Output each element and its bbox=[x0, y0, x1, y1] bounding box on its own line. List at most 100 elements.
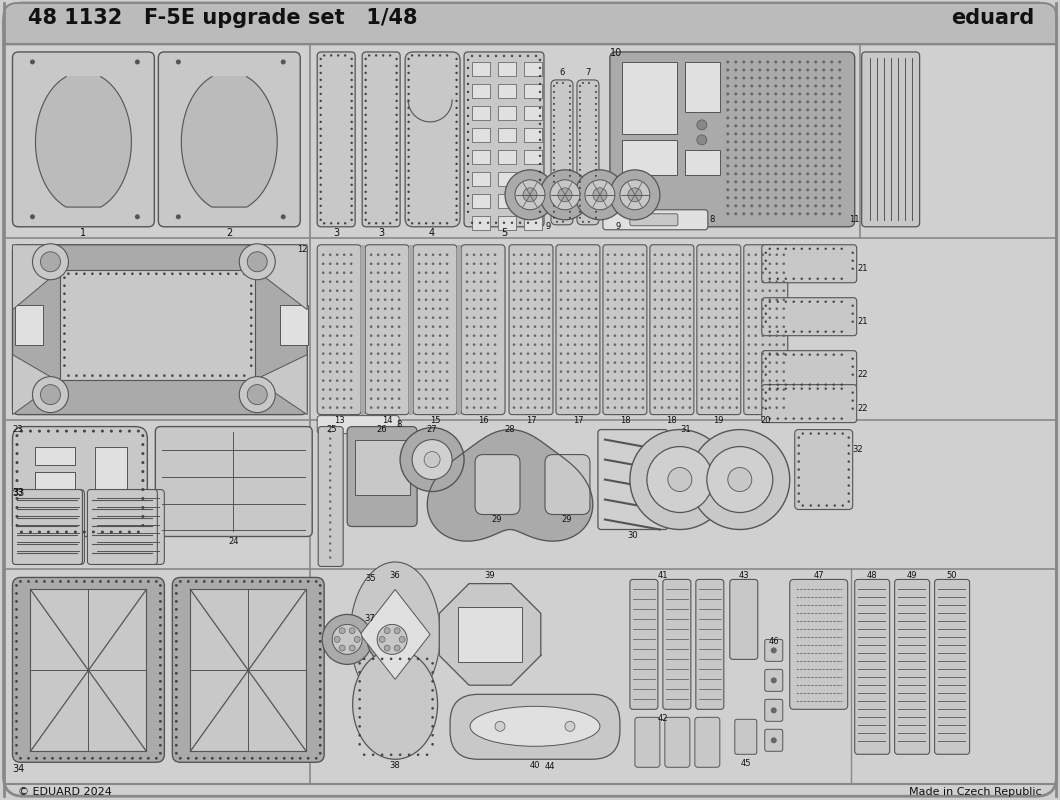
Circle shape bbox=[382, 54, 385, 57]
Circle shape bbox=[425, 362, 427, 364]
Circle shape bbox=[329, 430, 332, 433]
Circle shape bbox=[628, 406, 631, 409]
Text: 3: 3 bbox=[378, 228, 384, 238]
Circle shape bbox=[391, 406, 393, 409]
Circle shape bbox=[299, 757, 302, 760]
Circle shape bbox=[473, 406, 475, 409]
Circle shape bbox=[830, 93, 833, 95]
Circle shape bbox=[707, 352, 710, 355]
Circle shape bbox=[319, 162, 322, 165]
Circle shape bbox=[726, 101, 729, 103]
Circle shape bbox=[701, 307, 703, 310]
Bar bbox=[60, 270, 255, 380]
Circle shape bbox=[735, 93, 738, 95]
Circle shape bbox=[243, 273, 246, 275]
Circle shape bbox=[567, 362, 569, 364]
Circle shape bbox=[466, 186, 470, 189]
Circle shape bbox=[15, 648, 18, 650]
Circle shape bbox=[533, 290, 536, 292]
Circle shape bbox=[807, 101, 809, 103]
Circle shape bbox=[674, 398, 677, 400]
Circle shape bbox=[319, 142, 322, 144]
Circle shape bbox=[750, 108, 754, 111]
Circle shape bbox=[518, 54, 522, 57]
Circle shape bbox=[240, 377, 276, 413]
Circle shape bbox=[838, 164, 842, 167]
Circle shape bbox=[323, 222, 325, 225]
Circle shape bbox=[774, 93, 777, 95]
Circle shape bbox=[814, 77, 817, 79]
Circle shape bbox=[358, 734, 361, 737]
Circle shape bbox=[480, 326, 482, 328]
Circle shape bbox=[814, 164, 817, 167]
Circle shape bbox=[407, 121, 410, 123]
Circle shape bbox=[377, 406, 379, 409]
Circle shape bbox=[782, 398, 785, 400]
Circle shape bbox=[473, 254, 475, 256]
Circle shape bbox=[466, 162, 470, 165]
Circle shape bbox=[798, 196, 801, 199]
Text: 42: 42 bbox=[657, 714, 668, 723]
Circle shape bbox=[838, 101, 842, 103]
Circle shape bbox=[466, 154, 470, 157]
Circle shape bbox=[342, 334, 346, 337]
Circle shape bbox=[707, 334, 710, 337]
Circle shape bbox=[641, 271, 644, 274]
Circle shape bbox=[541, 326, 544, 328]
Circle shape bbox=[553, 181, 555, 183]
Circle shape bbox=[569, 145, 571, 147]
Circle shape bbox=[456, 121, 458, 123]
Circle shape bbox=[573, 343, 577, 346]
Circle shape bbox=[75, 757, 77, 760]
Circle shape bbox=[764, 391, 767, 394]
Circle shape bbox=[562, 82, 564, 84]
Circle shape bbox=[329, 507, 332, 510]
Circle shape bbox=[513, 262, 515, 265]
Circle shape bbox=[480, 362, 482, 364]
Circle shape bbox=[322, 406, 324, 409]
Ellipse shape bbox=[353, 650, 438, 759]
Circle shape bbox=[728, 379, 731, 382]
Circle shape bbox=[398, 254, 401, 256]
Circle shape bbox=[342, 379, 346, 382]
Circle shape bbox=[807, 124, 809, 127]
Circle shape bbox=[527, 352, 529, 355]
Circle shape bbox=[766, 124, 770, 127]
Circle shape bbox=[728, 398, 731, 400]
Circle shape bbox=[747, 307, 750, 310]
Polygon shape bbox=[360, 590, 430, 679]
Circle shape bbox=[365, 78, 367, 81]
Circle shape bbox=[726, 180, 729, 183]
Circle shape bbox=[243, 374, 246, 377]
Circle shape bbox=[707, 343, 710, 346]
Circle shape bbox=[64, 301, 66, 303]
Circle shape bbox=[74, 430, 77, 433]
Circle shape bbox=[187, 374, 190, 377]
Circle shape bbox=[350, 370, 353, 373]
FancyBboxPatch shape bbox=[551, 80, 573, 225]
Circle shape bbox=[654, 254, 656, 256]
Circle shape bbox=[587, 298, 590, 301]
FancyBboxPatch shape bbox=[173, 578, 324, 762]
Circle shape bbox=[538, 194, 542, 197]
Circle shape bbox=[628, 398, 631, 400]
Circle shape bbox=[800, 418, 802, 420]
Circle shape bbox=[814, 116, 817, 119]
Circle shape bbox=[15, 608, 18, 611]
Circle shape bbox=[606, 254, 609, 256]
Circle shape bbox=[75, 374, 77, 377]
Circle shape bbox=[635, 290, 637, 292]
Circle shape bbox=[418, 54, 421, 57]
Circle shape bbox=[620, 406, 623, 409]
Text: 10: 10 bbox=[610, 48, 622, 58]
Circle shape bbox=[418, 343, 421, 346]
Circle shape bbox=[494, 370, 496, 373]
Circle shape bbox=[329, 388, 332, 391]
Circle shape bbox=[641, 388, 644, 391]
Circle shape bbox=[553, 157, 555, 159]
Circle shape bbox=[553, 151, 555, 153]
Circle shape bbox=[513, 352, 515, 355]
Circle shape bbox=[175, 720, 178, 722]
Text: Made in Czech Republic: Made in Czech Republic bbox=[908, 787, 1042, 798]
Circle shape bbox=[384, 262, 387, 265]
